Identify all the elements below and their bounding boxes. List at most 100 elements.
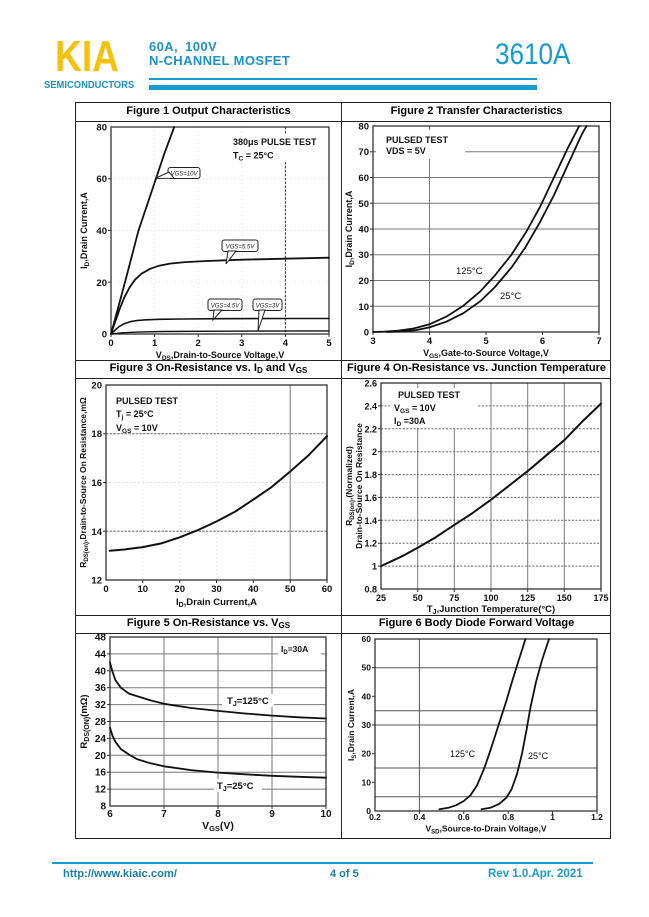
svg-text:PULSED TEST: PULSED TEST <box>386 135 449 145</box>
svg-text:VGS=4.5V: VGS=4.5V <box>211 304 241 310</box>
svg-text:TJ=25°C: TJ=25°C <box>217 781 254 793</box>
svg-text:50: 50 <box>285 584 296 595</box>
svg-text:24: 24 <box>95 734 107 745</box>
svg-text:4: 4 <box>427 336 433 347</box>
svg-text:175: 175 <box>593 593 608 603</box>
svg-text:16: 16 <box>95 768 107 779</box>
svg-text:16: 16 <box>91 478 102 489</box>
svg-text:ID=30A: ID=30A <box>281 644 308 656</box>
svg-text:50: 50 <box>413 593 423 603</box>
svg-text:RDS(ON)(mΩ): RDS(ON)(mΩ) <box>79 694 91 748</box>
svg-text:30: 30 <box>358 250 369 261</box>
svg-text:150: 150 <box>557 593 572 603</box>
svg-text:2.4: 2.4 <box>364 401 377 411</box>
svg-text:0.8: 0.8 <box>502 812 514 822</box>
svg-text:9: 9 <box>269 809 275 820</box>
svg-text:60: 60 <box>322 584 333 595</box>
svg-text:ID =30A: ID =30A <box>394 416 426 428</box>
svg-text:125°C: 125°C <box>450 749 476 759</box>
svg-text:44: 44 <box>95 649 107 660</box>
svg-text:2: 2 <box>196 338 201 349</box>
svg-text:12: 12 <box>91 576 102 587</box>
svg-text:75: 75 <box>449 593 459 603</box>
svg-text:125: 125 <box>520 593 535 603</box>
svg-text:1.8: 1.8 <box>364 470 377 480</box>
svg-text:Drain-to-Source On Resistance: Drain-to-Source On Resistance <box>354 423 364 549</box>
svg-text:18: 18 <box>91 429 102 440</box>
svg-text:1: 1 <box>372 562 377 572</box>
svg-text:2.6: 2.6 <box>364 379 377 389</box>
svg-text:2: 2 <box>372 447 377 457</box>
svg-text:30: 30 <box>362 720 372 730</box>
svg-text:12: 12 <box>95 785 107 796</box>
svg-text:3: 3 <box>239 338 244 349</box>
svg-text:VSD,Source-to-Drain Voltage,V: VSD,Source-to-Drain Voltage,V <box>425 824 546 836</box>
svg-text:100: 100 <box>483 593 498 603</box>
svg-text:0.2: 0.2 <box>369 812 381 822</box>
svg-text:60: 60 <box>362 634 372 644</box>
svg-text:4: 4 <box>283 338 289 349</box>
svg-text:PULSED TEST: PULSED TEST <box>116 396 179 406</box>
svg-text:5: 5 <box>326 338 332 349</box>
svg-text:20: 20 <box>95 751 107 762</box>
svg-text:7: 7 <box>596 336 601 347</box>
svg-text:VDS,Drain-to-Source Voltage,V: VDS,Drain-to-Source Voltage,V <box>156 350 284 360</box>
svg-text:Tj = 25°C: Tj = 25°C <box>116 409 154 421</box>
svg-text:6: 6 <box>107 809 113 820</box>
svg-text:0: 0 <box>108 338 113 349</box>
svg-text:0: 0 <box>103 584 108 595</box>
svg-text:20: 20 <box>91 381 102 392</box>
svg-text:VGS,Gate-to-Source Voltage,V: VGS,Gate-to-Source Voltage,V <box>423 348 549 360</box>
svg-text:3: 3 <box>370 336 375 347</box>
svg-text:VGS=3V: VGS=3V <box>256 304 281 310</box>
svg-text:7: 7 <box>161 809 167 820</box>
svg-text:125°C: 125°C <box>456 266 483 277</box>
svg-text:RDS(on),Drain-to-Source On Res: RDS(on),Drain-to-Source On Resistance,mΩ <box>78 397 90 568</box>
svg-text:0.4: 0.4 <box>413 812 425 822</box>
svg-text:6: 6 <box>540 336 545 347</box>
svg-text:0: 0 <box>366 806 371 816</box>
svg-text:1.4: 1.4 <box>364 516 377 526</box>
svg-text:380μs PULSE TEST: 380μs PULSE TEST <box>233 137 317 147</box>
svg-text:60: 60 <box>358 173 369 184</box>
svg-text:20: 20 <box>96 278 107 289</box>
svg-text:0.6: 0.6 <box>458 812 470 822</box>
svg-text:25°C: 25°C <box>500 291 521 302</box>
svg-text:20: 20 <box>362 749 372 759</box>
svg-text:20: 20 <box>174 584 185 595</box>
svg-text:60: 60 <box>96 174 107 185</box>
svg-text:20: 20 <box>358 276 369 287</box>
svg-text:10: 10 <box>320 809 332 820</box>
svg-text:8: 8 <box>100 802 106 813</box>
svg-text:1: 1 <box>550 812 555 822</box>
svg-text:40: 40 <box>362 691 372 701</box>
svg-text:VGS = 10V: VGS = 10V <box>116 423 158 435</box>
svg-text:8: 8 <box>215 809 221 820</box>
svg-text:0.8: 0.8 <box>364 585 377 595</box>
svg-text:30: 30 <box>211 584 222 595</box>
svg-text:1.6: 1.6 <box>364 493 377 503</box>
svg-text:VGS(V): VGS(V) <box>202 820 234 833</box>
svg-text:48: 48 <box>95 633 107 644</box>
svg-text:ID,Drain Current,A: ID,Drain Current,A <box>344 190 356 267</box>
svg-text:1.2: 1.2 <box>591 812 603 822</box>
svg-text:36: 36 <box>95 683 107 694</box>
svg-text:40: 40 <box>248 584 259 595</box>
svg-text:ID,Drain Current,A: ID,Drain Current,A <box>79 192 91 269</box>
svg-text:40: 40 <box>358 225 369 236</box>
svg-text:14: 14 <box>91 527 102 538</box>
svg-text:5: 5 <box>483 336 489 347</box>
svg-text:2.2: 2.2 <box>364 424 377 434</box>
svg-text:32: 32 <box>95 700 107 711</box>
svg-text:10: 10 <box>358 302 369 313</box>
svg-text:TJ,Junction Temperature(°C): TJ,Junction Temperature(°C) <box>427 604 555 615</box>
svg-text:40: 40 <box>95 666 107 677</box>
svg-text:0: 0 <box>364 328 369 339</box>
svg-text:VGS=5.5V: VGS=5.5V <box>226 245 256 251</box>
svg-text:VDS = 5V: VDS = 5V <box>386 146 426 156</box>
svg-text:1: 1 <box>152 338 158 349</box>
svg-text:TJ=125°C: TJ=125°C <box>227 696 269 708</box>
svg-text:28: 28 <box>95 717 107 728</box>
svg-text:PULSED TEST: PULSED TEST <box>398 390 461 400</box>
svg-text:50: 50 <box>358 199 369 210</box>
